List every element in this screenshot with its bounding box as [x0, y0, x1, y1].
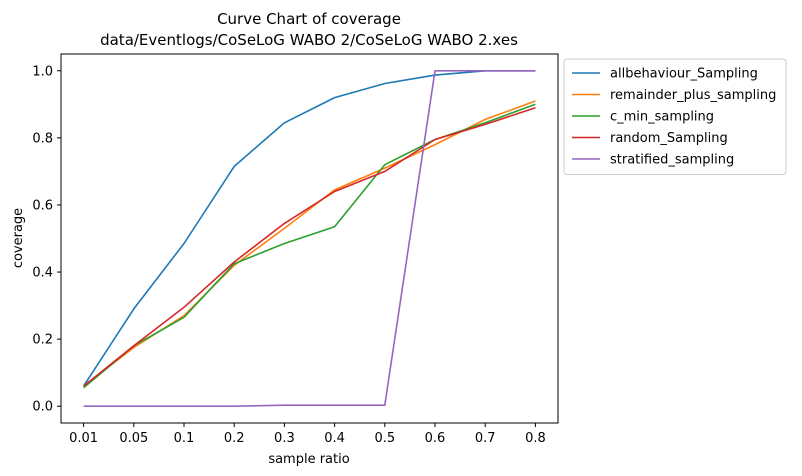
- x-axis-label: sample ratio: [268, 452, 349, 467]
- x-tick-label: 0.01: [69, 431, 98, 446]
- chart-title: Curve Chart of coverage: [217, 10, 401, 28]
- legend-label: allbehaviour_Sampling: [610, 67, 758, 82]
- x-tick-label: 0.6: [425, 431, 446, 446]
- legend-label: random_Sampling: [610, 131, 728, 146]
- y-tick-label: 1.0: [32, 64, 53, 79]
- x-tick-label: 0.4: [324, 431, 345, 446]
- x-tick-label: 0.7: [475, 431, 496, 446]
- y-axis: 0.0 0.2 0.4 0.6 0.8 1.0: [32, 64, 61, 415]
- series-line-c-min-sampling: [83, 103, 536, 389]
- y-tick-label: 0.4: [32, 266, 53, 281]
- legend: allbehaviour_Sampling remainder_plus_samp…: [563, 58, 787, 175]
- y-tick-label: 0.6: [32, 198, 53, 213]
- x-tick-label: 0.1: [174, 431, 195, 446]
- series-line-remainder-plus-sampling: [83, 100, 536, 387]
- series-line-random-sampling: [83, 106, 536, 387]
- series-line-stratified-sampling: [83, 70, 536, 408]
- x-tick-label: 0.2: [224, 431, 245, 446]
- x-tick-label: 0.3: [274, 431, 295, 446]
- legend-label: remainder_plus_sampling: [610, 88, 776, 103]
- y-tick-label: 0.8: [32, 131, 53, 146]
- legend-label: c_min_sampling: [610, 110, 714, 125]
- legend-box: [563, 58, 787, 175]
- x-tick-label: 0.8: [525, 431, 546, 446]
- series-line-allbehaviour-sampling: [82, 70, 536, 387]
- chart-subtitle: data/Eventlogs/CoSeLoG WABO 2/CoSeLoG WA…: [100, 31, 518, 49]
- y-axis-label: coverage: [11, 208, 26, 268]
- x-tick-label: 0.5: [374, 431, 395, 446]
- y-tick-label: 0.0: [32, 400, 53, 415]
- plot-frame: [60, 53, 559, 424]
- x-axis: 0.01 0.05 0.1 0.2 0.3 0.4 0.5 0.6 0.7 0.8: [69, 423, 546, 446]
- y-tick-label: 0.2: [32, 333, 53, 348]
- x-tick-label: 0.05: [119, 431, 148, 446]
- series-lines: [82, 70, 536, 408]
- legend-label: stratified_sampling: [610, 153, 734, 168]
- plot-area: [60, 53, 559, 424]
